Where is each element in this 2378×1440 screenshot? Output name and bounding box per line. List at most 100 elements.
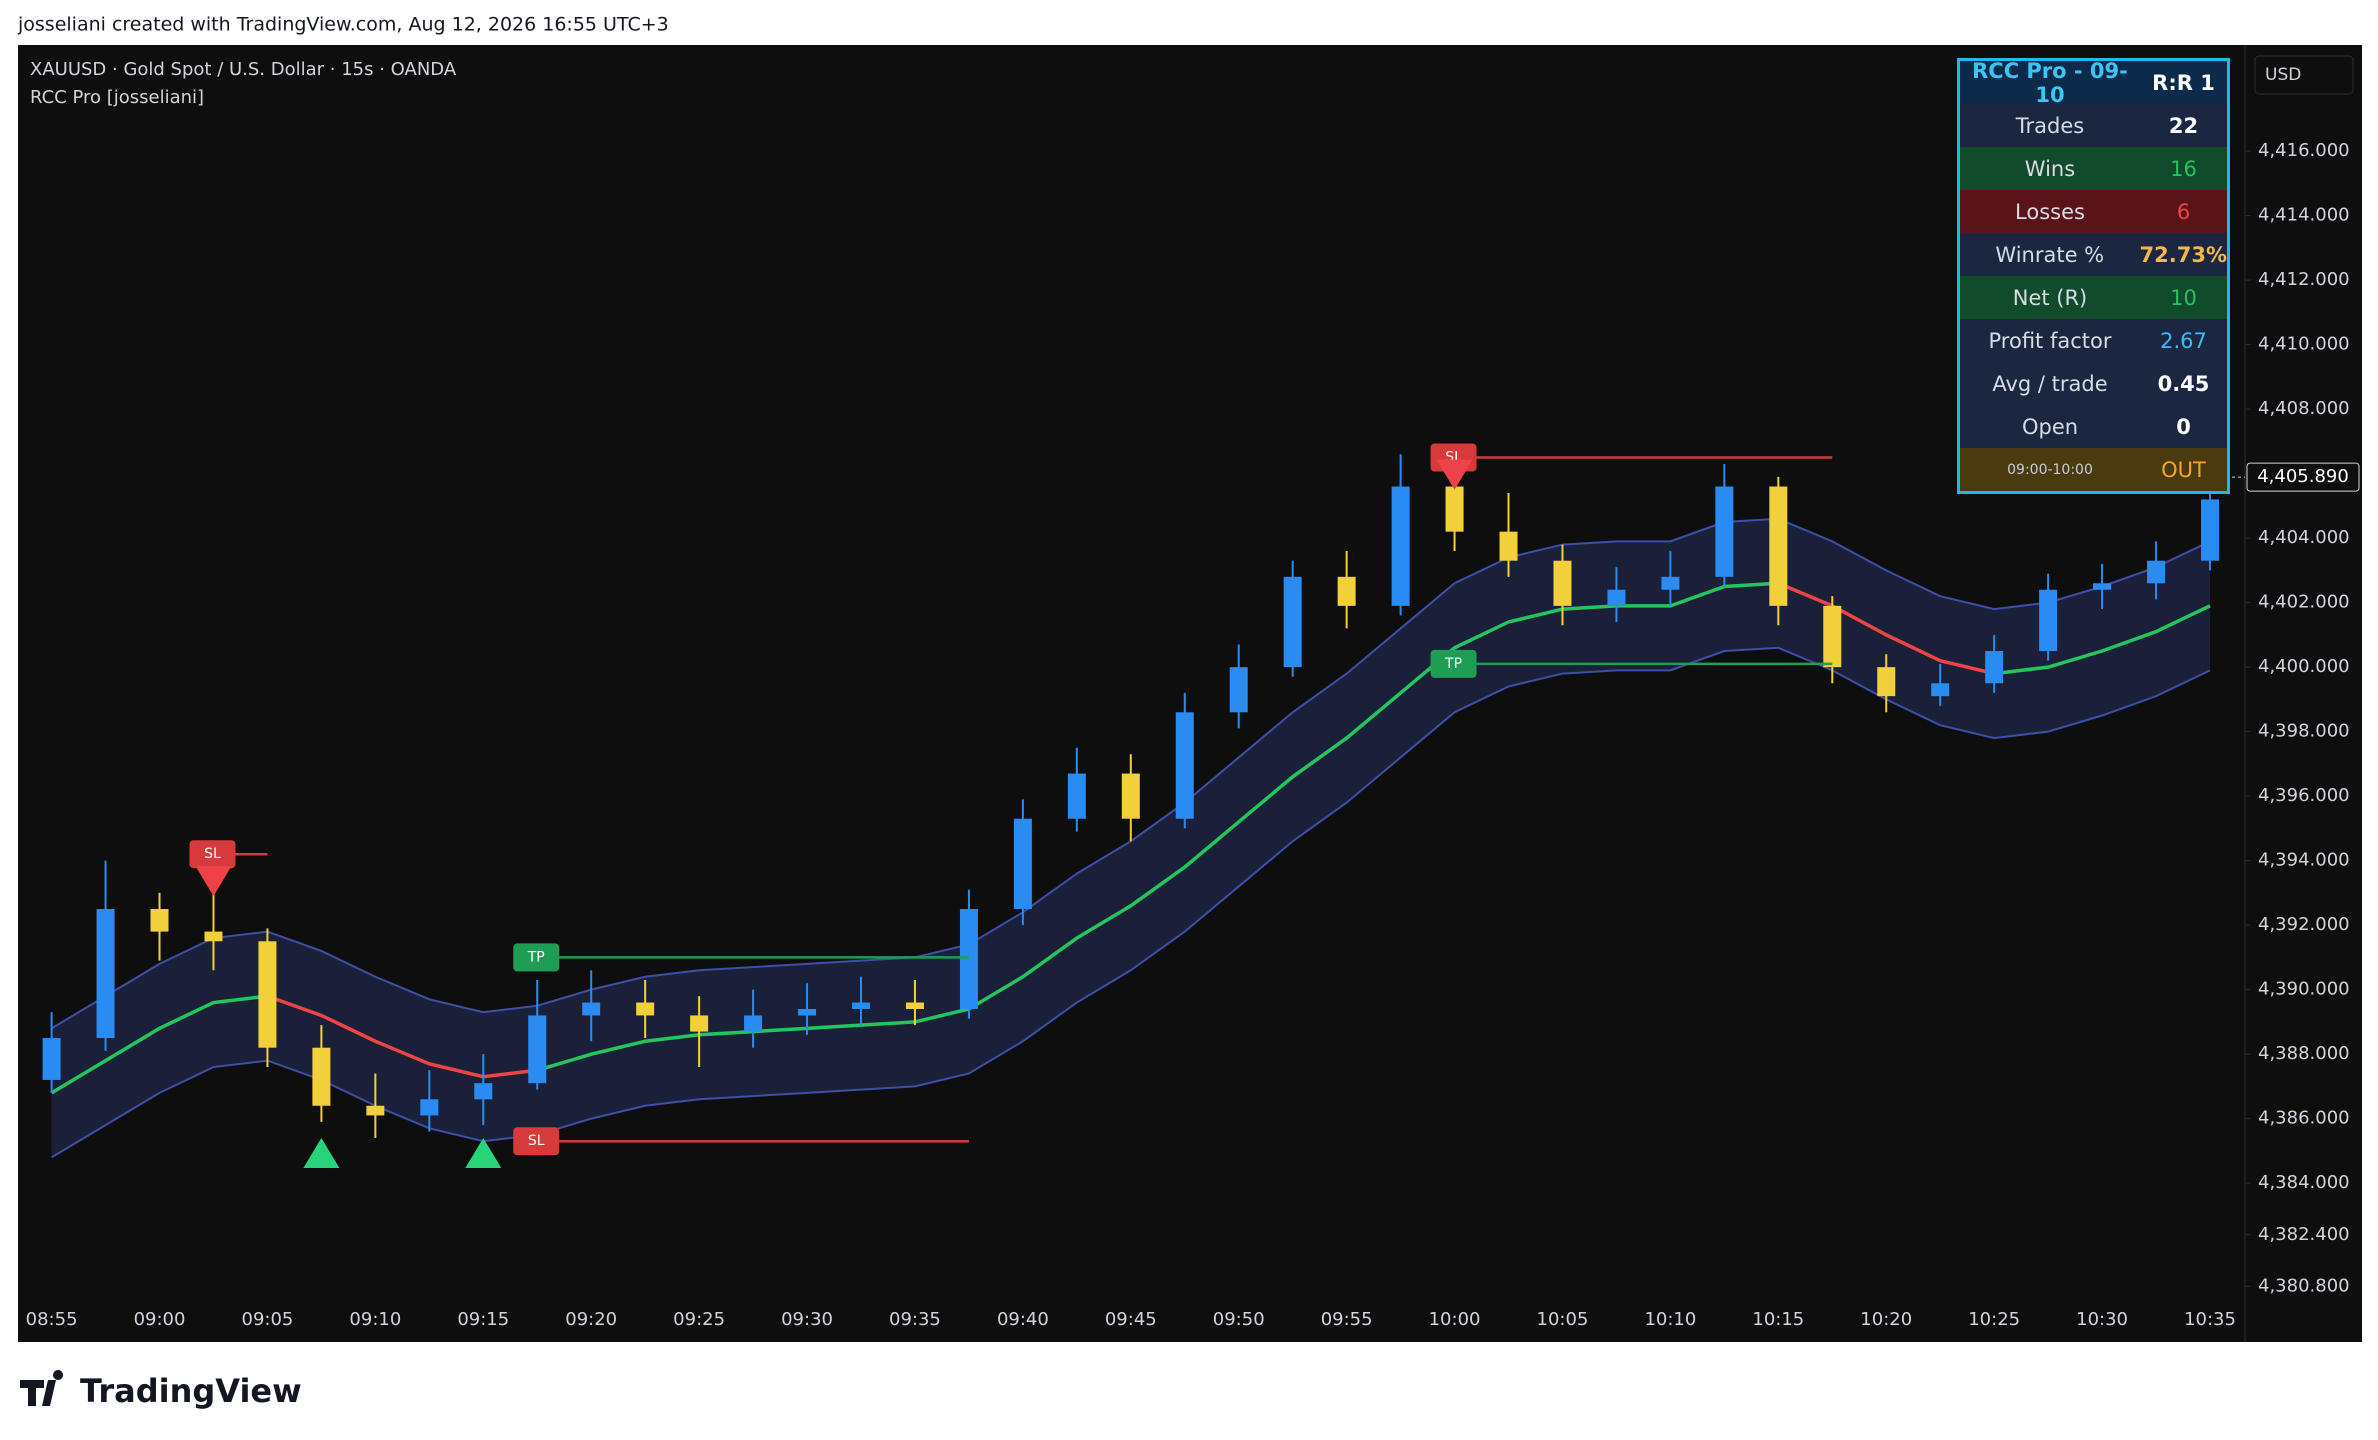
row-value: 10 xyxy=(2170,285,2197,310)
y-tick-label: 4,388.000 xyxy=(2258,1043,2350,1064)
candle-body xyxy=(1985,651,2004,684)
y-tick-label: 4,408.000 xyxy=(2258,398,2350,419)
x-tick-label: 09:35 xyxy=(889,1309,941,1330)
candle-body xyxy=(2093,583,2112,590)
trade-tag xyxy=(513,1127,560,1156)
candle-body xyxy=(1769,486,1788,606)
candle-body xyxy=(474,1083,493,1100)
row-value: 0.45 xyxy=(2157,371,2210,396)
candle-body xyxy=(959,909,978,1009)
candle-body xyxy=(2201,499,2219,561)
y-tick-label: 4,398.000 xyxy=(2258,721,2350,742)
row-label: 09:00-10:00 xyxy=(2007,461,2093,478)
candle-body xyxy=(1067,773,1086,819)
signal xyxy=(465,1138,502,1169)
row-value: OUT xyxy=(2161,457,2206,482)
y-tick-label: 4,410.000 xyxy=(2258,334,2350,355)
table-row: Trades 22 xyxy=(1960,104,2227,147)
x-tick-label: 10:35 xyxy=(2184,1309,2236,1330)
table-row: Open 0 xyxy=(1960,405,2227,448)
candle-body xyxy=(1823,605,1842,668)
row-label: Wins xyxy=(2024,156,2076,181)
trade-tag-label: SL xyxy=(204,846,221,862)
chart-title: XAUUSD · Gold Spot / U.S. Dollar · 15s ·… xyxy=(30,59,457,80)
row-value: 6 xyxy=(2176,199,2191,224)
table-row: Profit factor 2.67 xyxy=(1960,319,2227,362)
candle-body xyxy=(1499,531,1518,561)
candle-body xyxy=(1931,683,1950,697)
row-value: 2.67 xyxy=(2160,328,2207,353)
row-label: Profit factor xyxy=(1988,328,2112,353)
signal xyxy=(195,866,232,897)
candle-body xyxy=(905,1002,924,1009)
y-tick-label: 4,416.000 xyxy=(2258,140,2350,161)
candle-body xyxy=(1715,486,1734,577)
y-tick-label: 4,404.000 xyxy=(2258,527,2350,548)
candle-body xyxy=(798,1008,817,1016)
y-tick-label: 4,412.000 xyxy=(2258,269,2350,290)
x-tick-label: 09:20 xyxy=(565,1309,617,1330)
candle-body xyxy=(852,1002,870,1009)
y-tick-label: 4,380.800 xyxy=(2258,1275,2350,1296)
stats-table: RCC Pro - 09-10 R:R 1 Trades 22 Wins 16 Losses… xyxy=(1957,58,2230,494)
row-label: Losses xyxy=(2015,199,2085,224)
table-ratio: R:R 1 xyxy=(2152,70,2215,95)
table-header: RCC Pro - 09-10 R:R 1 xyxy=(1960,59,2227,107)
candle-body xyxy=(258,941,277,1048)
y-tick-label: 4,382.400 xyxy=(2258,1224,2350,1245)
x-tick-label: 10:25 xyxy=(1968,1309,2020,1330)
candle-body xyxy=(1121,773,1140,819)
y-tick-label: 4,402.000 xyxy=(2258,592,2350,613)
x-tick-label: 09:00 xyxy=(134,1309,186,1330)
row-label: Winrate % xyxy=(1995,242,2105,267)
row-value: 16 xyxy=(2170,156,2197,181)
trade-tag-label: TP xyxy=(527,949,545,965)
trade-tag-label: TP xyxy=(1444,656,1462,672)
row-label: Avg / trade xyxy=(1992,371,2108,396)
candle-body xyxy=(366,1105,385,1116)
logo: TradingView xyxy=(20,1370,302,1410)
candle-body xyxy=(312,1047,331,1106)
candle-body xyxy=(1553,560,1572,606)
candle-body xyxy=(1337,576,1356,606)
y-tick-label: 4,384.000 xyxy=(2258,1172,2350,1193)
table-row: Net (R) 10 xyxy=(1960,276,2227,319)
candle-body xyxy=(2147,560,2166,584)
y-tick-label: 4,386.000 xyxy=(2258,1108,2350,1129)
currency: USD xyxy=(2265,65,2301,85)
basis-line xyxy=(536,581,1779,1072)
table-row: 09:00-10:00 OUT xyxy=(1960,448,2227,491)
x-tick-label: 09:10 xyxy=(349,1309,401,1330)
x-tick-label: 10:20 xyxy=(1860,1309,1912,1330)
band-lower xyxy=(51,646,2211,1159)
candle-body xyxy=(690,1015,709,1032)
candle-body xyxy=(528,1015,547,1084)
x-tick-label: 09:15 xyxy=(457,1309,509,1330)
credit: josseliani created with TradingView.com,… xyxy=(17,14,669,36)
x-tick-label: 10:10 xyxy=(1644,1309,1696,1330)
table-row: Losses 6 xyxy=(1960,190,2227,233)
candle-body xyxy=(1013,818,1032,910)
candle-body xyxy=(582,1002,601,1016)
row-label: Net (R) xyxy=(2012,285,2088,310)
trade-tag xyxy=(1430,649,1477,678)
candle-body xyxy=(1175,712,1194,819)
x-tick-label: 10:30 xyxy=(2076,1309,2128,1330)
basis-line xyxy=(1777,581,1995,676)
candle-body xyxy=(420,1099,439,1116)
row-value: 0 xyxy=(2176,414,2191,439)
candle-body xyxy=(1283,576,1302,668)
x-tick-label: 09:05 xyxy=(242,1309,294,1330)
x-tick-label: 09:55 xyxy=(1321,1309,1373,1330)
table-row: Avg / trade 0.45 xyxy=(1960,362,2227,405)
y-tick-label: 4,392.000 xyxy=(2258,914,2350,935)
candle-body xyxy=(96,909,115,1039)
y-tick-label: 4,390.000 xyxy=(2258,979,2350,1000)
x-tick-label: 09:50 xyxy=(1213,1309,1265,1330)
x-tick-label: 08:55 xyxy=(26,1309,78,1330)
candle-body xyxy=(1661,576,1680,590)
y-tick-label: 4,396.000 xyxy=(2258,785,2350,806)
table-row: Wins 16 xyxy=(1960,147,2227,190)
